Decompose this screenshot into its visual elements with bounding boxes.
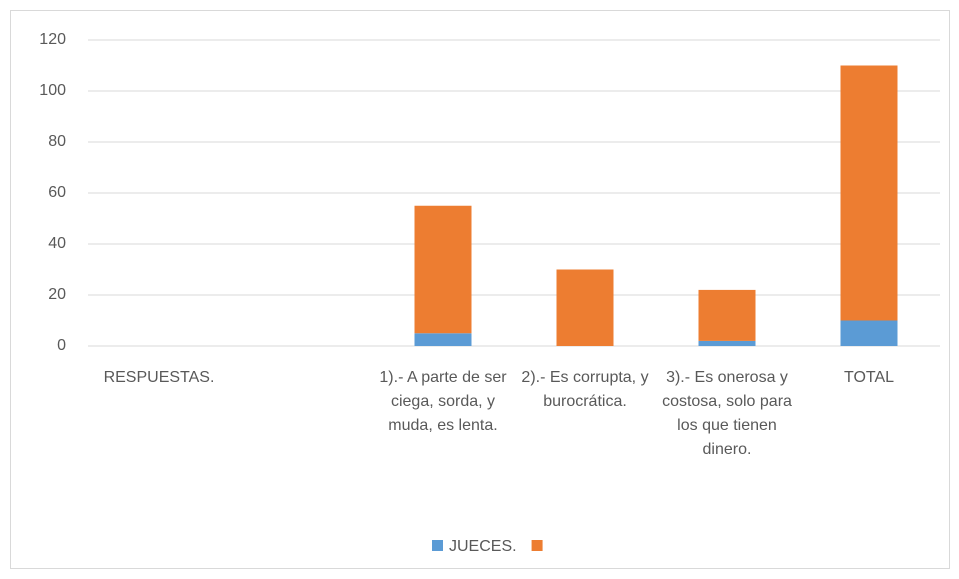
y-tick-label: 60: [48, 184, 66, 201]
bar-segment: [698, 340, 756, 346]
legend-swatch: [531, 540, 543, 551]
chart-frame: [10, 10, 950, 569]
x-tick-label: TOTAL: [843, 369, 895, 386]
x-tick-label: RESPUESTAS.: [103, 369, 215, 386]
x-tick-label: 2).- Es corrupta, y burocrática.: [521, 369, 649, 410]
x-tick-label: 3).- Es onerosa y costosa, solo para los…: [662, 369, 792, 458]
y-tick-label: 20: [48, 286, 66, 303]
bar-segment: [414, 333, 472, 346]
y-tick-label: 80: [48, 133, 66, 150]
legend-swatch: [432, 540, 443, 551]
bar-segment: [840, 320, 898, 346]
bar-segment: [414, 205, 472, 334]
x-tick-label: 1).- A parte de ser ciega, sorda, y muda…: [379, 369, 507, 434]
y-tick-label: 120: [39, 31, 66, 48]
y-tick-label: 40: [48, 235, 66, 252]
y-tick-label: 0: [57, 337, 66, 354]
bar-segment: [840, 65, 898, 321]
legend-label: JUECES.: [449, 538, 517, 555]
y-tick-label: 100: [39, 82, 66, 99]
bar-segment: [556, 269, 614, 346]
bar-segment: [698, 289, 756, 341]
